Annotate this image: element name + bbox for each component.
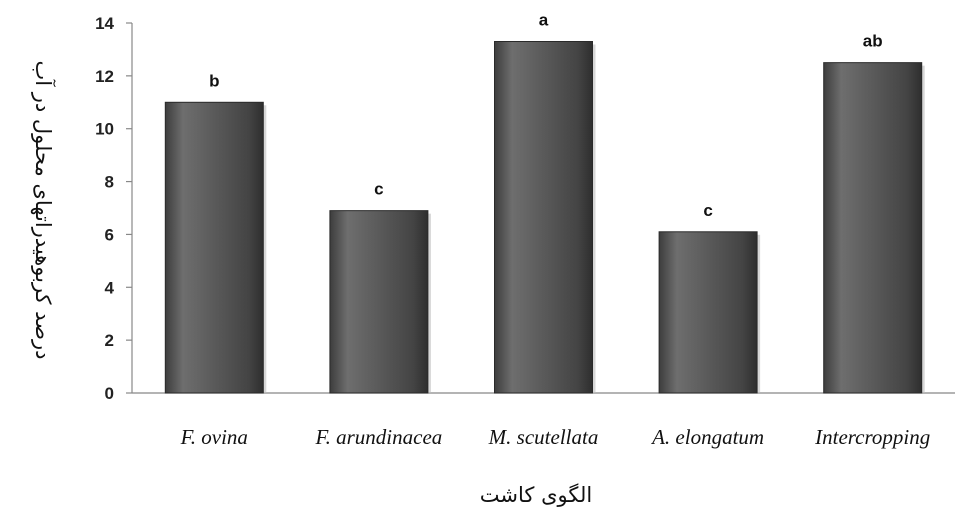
y-tick-label: 4 [105,278,115,297]
data-label: c [374,180,383,199]
bar-a-elongatum [658,231,758,394]
bar-f-arundinacea [329,210,429,394]
bar-m-scutellata [494,41,593,394]
y-axis: 0 2 4 6 8 10 12 14 [95,14,133,403]
x-tick-label: F. arundinacea [315,425,443,449]
x-tick-label: Intercropping [814,425,930,449]
y-tick-label: 12 [95,67,114,86]
y-tick-label: 14 [95,14,114,33]
data-label: c [703,201,712,220]
x-axis: F. ovina F. arundinacea M. scutellata A. el… [132,392,955,449]
y-tick-label: 6 [105,225,114,244]
data-labels: b c a c ab [209,11,883,220]
y-tick-label: 2 [105,331,114,350]
y-tick-label: 10 [95,120,114,139]
bar-intercropping [823,62,923,394]
x-axis-title: الگوی کاشت [480,483,592,507]
data-label: b [209,71,219,90]
data-label: a [539,11,549,30]
x-tick-label: A. elongatum [650,425,764,449]
bars [164,41,925,394]
data-label: ab [863,32,883,51]
y-axis-title: درصد کربوهیدراتهای محلول در آب [31,60,56,359]
x-tick-label: M. scutellata [488,425,599,449]
x-tick-label: F. ovina [180,425,248,449]
y-tick-label: 8 [105,173,114,192]
y-tick-label: 0 [105,384,114,403]
bar-f-ovina [164,101,264,394]
